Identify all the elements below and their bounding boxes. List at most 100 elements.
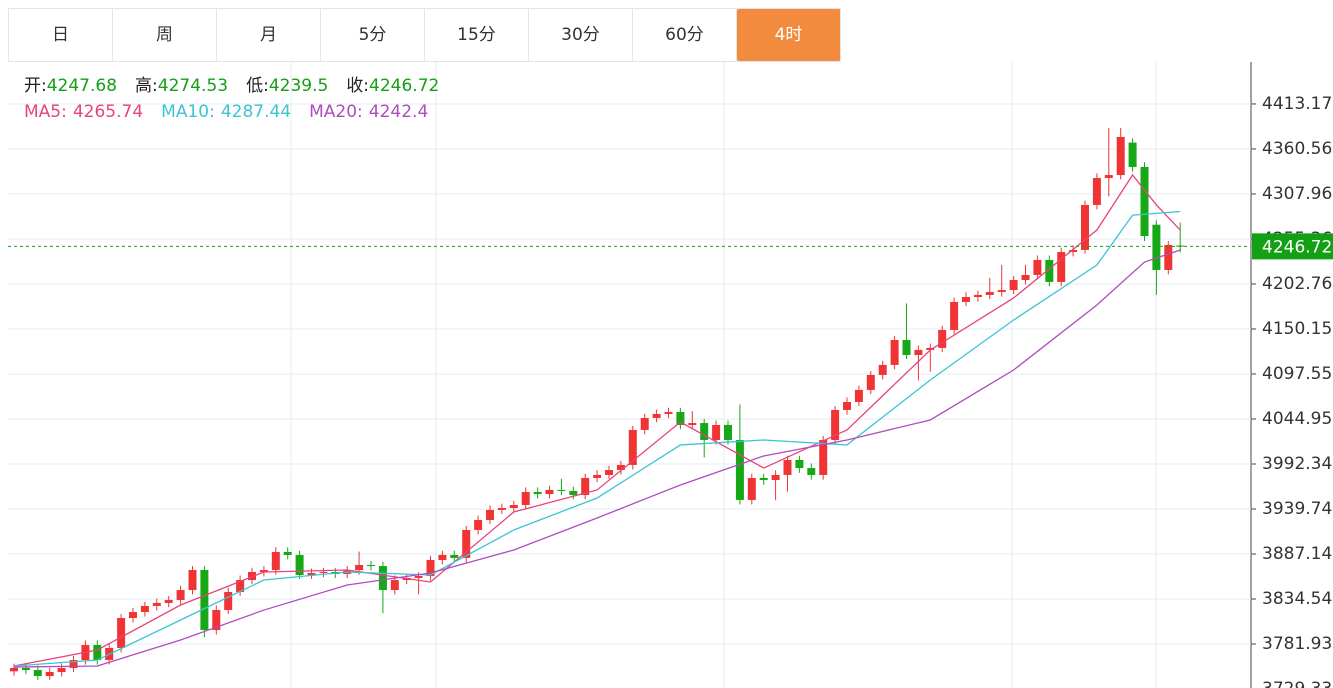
candle-body xyxy=(1009,279,1018,291)
candle-body xyxy=(283,551,292,555)
candle-body xyxy=(664,412,673,414)
candle-body xyxy=(712,425,721,440)
candle-body xyxy=(1164,245,1173,270)
info-value: 4246.72 xyxy=(369,76,439,96)
candle-body xyxy=(616,464,625,471)
candle-body xyxy=(1128,142,1137,167)
y-tick-label: 3939.74 xyxy=(1262,499,1332,519)
candle-body xyxy=(545,489,554,495)
candle-body xyxy=(640,417,649,430)
candle-body xyxy=(236,580,245,593)
period-tab[interactable]: 周 xyxy=(113,9,217,61)
candle-body xyxy=(938,329,947,348)
candle-body xyxy=(10,667,18,672)
y-tick-label: 4307.96 xyxy=(1262,184,1332,204)
price-tag-bg xyxy=(1252,233,1333,260)
period-tab[interactable]: 4时 xyxy=(737,9,841,61)
candle-body xyxy=(973,294,982,298)
ma-line xyxy=(13,173,1181,667)
candle-body xyxy=(890,339,899,365)
period-tab[interactable]: 60分 xyxy=(633,9,737,61)
candle-body xyxy=(57,667,66,673)
candle-body xyxy=(950,301,959,330)
ma-line xyxy=(13,249,1181,668)
candle-body xyxy=(795,459,804,469)
candles xyxy=(10,128,1185,680)
info-label: 开: xyxy=(24,76,47,96)
candle-body xyxy=(759,477,768,481)
candle-body xyxy=(1021,274,1030,280)
legend-value: 4242.4 xyxy=(369,102,428,122)
candle-body xyxy=(747,477,756,500)
candle-body xyxy=(224,592,233,610)
candle-body xyxy=(378,565,387,591)
legend-value: 4287.44 xyxy=(221,102,291,122)
candle-body xyxy=(450,554,459,558)
period-tab[interactable]: 月 xyxy=(217,9,321,61)
price-tag: 4246.72 xyxy=(1262,237,1332,257)
candle-body xyxy=(188,570,197,591)
candle-body xyxy=(438,554,447,561)
y-tick-label: 4097.55 xyxy=(1262,364,1332,384)
candle-body xyxy=(783,459,792,475)
candle-body xyxy=(533,491,542,495)
candle-body xyxy=(688,423,697,426)
candle-body xyxy=(176,590,185,600)
candle-body xyxy=(129,612,137,619)
candle-body xyxy=(259,570,268,572)
candle-body xyxy=(33,670,42,677)
candle-body xyxy=(367,564,375,566)
info-label: 高: xyxy=(135,76,158,96)
candle-body xyxy=(295,554,304,575)
candle-body xyxy=(878,364,887,375)
layout-grid xyxy=(290,62,1157,688)
candle-body xyxy=(93,645,102,661)
candle-body xyxy=(985,291,994,295)
info-value: 4247.68 xyxy=(47,76,117,96)
candle-body xyxy=(1057,252,1066,282)
ma-line xyxy=(13,210,1181,667)
y-tick-label: 3887.14 xyxy=(1262,544,1332,564)
period-tab[interactable]: 15分 xyxy=(425,9,529,61)
candle-body xyxy=(724,425,732,440)
candle-body xyxy=(831,409,840,440)
y-tick-label: 4413.17 xyxy=(1262,94,1332,114)
candle-body xyxy=(807,468,816,475)
candle-body xyxy=(307,573,316,575)
candle-body xyxy=(771,474,780,481)
candle-body xyxy=(497,507,506,510)
candle-body xyxy=(200,570,209,630)
legend-label: MA20: xyxy=(309,102,363,122)
candle-body xyxy=(997,290,1006,292)
candle-body xyxy=(414,576,423,578)
candle-body xyxy=(605,470,613,475)
candle-body xyxy=(486,509,494,520)
candle-body xyxy=(557,489,566,491)
legend-label: MA10: xyxy=(161,102,215,122)
candle-body xyxy=(21,667,30,671)
candle-body xyxy=(1081,204,1089,250)
candle-body xyxy=(581,477,590,495)
candle-body xyxy=(1140,166,1149,237)
period-tab[interactable]: 5分 xyxy=(321,9,425,61)
period-tab[interactable]: 30分 xyxy=(529,9,633,61)
candle-body xyxy=(902,339,911,356)
candle-body xyxy=(962,297,970,302)
candle-body xyxy=(164,599,173,603)
candle-body xyxy=(569,490,578,495)
y-tick-label: 3729.33 xyxy=(1262,679,1332,688)
candle-body xyxy=(1092,178,1101,205)
candle-body xyxy=(355,564,364,571)
candle-body xyxy=(735,439,744,500)
candle-body xyxy=(271,551,280,571)
info-label: 收: xyxy=(346,76,369,96)
candle-body xyxy=(69,660,78,668)
candle-body xyxy=(700,423,709,440)
info-label: 低: xyxy=(246,76,269,96)
candle-body xyxy=(521,491,530,505)
period-tab[interactable]: 日 xyxy=(9,9,113,61)
candle-body xyxy=(628,429,637,465)
y-tick-label: 3992.34 xyxy=(1262,454,1332,474)
